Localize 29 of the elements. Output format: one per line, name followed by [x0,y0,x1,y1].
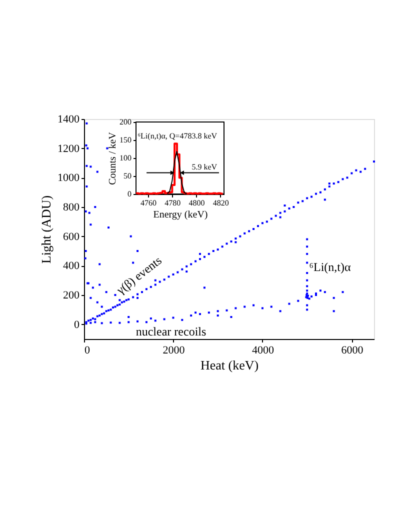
x-tick-label: 4000 [252,344,274,356]
annotation: 5.9 keV [192,162,218,172]
y-axis-title: Light (ADU) [38,195,54,264]
y-tick-label: 0 [128,190,132,198]
y-tick-label: 1000 [58,172,80,184]
y-tick-label: 200 [120,118,132,126]
y-tick-label: 1200 [58,142,80,155]
y-tick-label: 150 [120,136,132,144]
y-tick-label: 400 [63,260,80,272]
x-tick-label: 2000 [162,344,186,356]
x-tick-label: 4820 [212,198,229,208]
y-tick-label: 1400 [58,114,80,126]
annotation: nuclear recoils [136,324,206,338]
x-tick-label: 4760 [140,198,157,208]
x-axis-title: Heat (keV) [200,358,259,372]
y-tick-label: 100 [120,154,132,162]
y-tick-label: 200 [63,290,80,302]
x-tick-label: 6000 [341,344,364,356]
x-tick-label: 4780 [164,198,181,208]
annotation: ⁶Li(n,t)α [309,260,352,274]
y-axis-title: Counts / keV [108,131,118,185]
y-tick-label: 0 [74,318,80,331]
y-tick-label: 800 [63,202,80,214]
x-tick-label: 0 [84,344,90,356]
y-tick-label: 600 [63,230,80,243]
x-tick-label: 4800 [188,198,205,208]
annotation: ⁶Li(n,t)α, Q=4783.8 keV [138,131,218,140]
x-axis-title: Energy (keV) [153,210,208,220]
y-tick-label: 50 [124,172,132,180]
